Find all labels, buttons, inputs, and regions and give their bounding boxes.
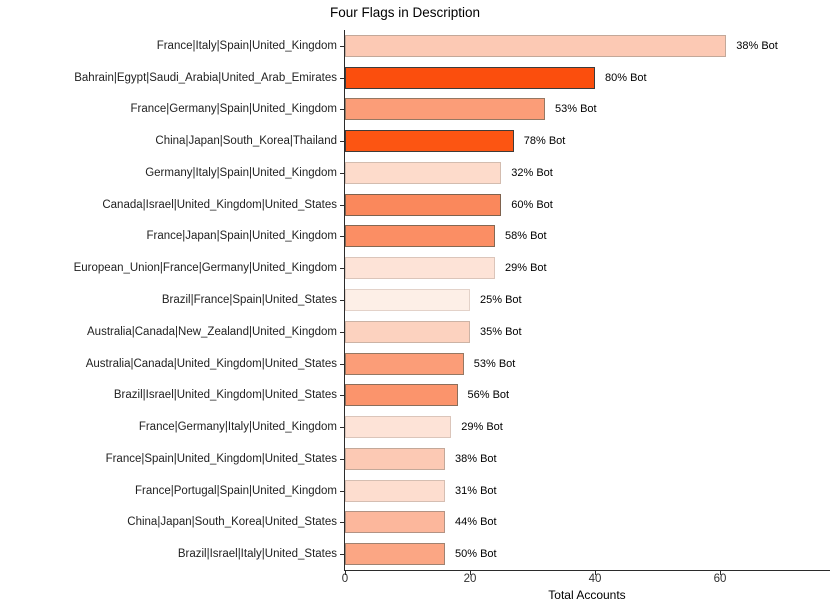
y-axis-category-label: European_Union|France|Germany|United_Kin…: [73, 262, 337, 275]
bar: [345, 289, 470, 311]
y-axis-tick: [340, 395, 344, 396]
y-axis-line: [344, 30, 345, 570]
bar: [345, 161, 502, 184]
y-axis-category-label: Germany|Italy|Spain|United_Kingdom: [145, 166, 337, 179]
y-axis-category-label: Brazil|Israel|United_Kingdom|United_Stat…: [113, 389, 337, 402]
bar-value-label: 29% Bot: [461, 421, 503, 434]
bar-value-label: 58% Bot: [505, 230, 547, 243]
y-axis-category-label: Canada|Israel|United_Kingdom|United_Stat…: [102, 198, 337, 211]
bar: [345, 130, 514, 153]
y-axis-category-label: France|Spain|United_Kingdom|United_State…: [105, 452, 337, 465]
x-axis-line: [344, 570, 830, 571]
x-axis-tick-label: 40: [588, 573, 602, 585]
y-axis-tick: [340, 141, 344, 142]
y-axis-tick: [340, 268, 344, 269]
bar: [345, 98, 545, 121]
x-axis-tick-label: 0: [341, 573, 349, 585]
bar-value-label: 32% Bot: [511, 166, 553, 179]
bar-value-label: 38% Bot: [736, 39, 778, 52]
x-axis-tick: [345, 571, 346, 575]
y-axis-category-label: France|Germany|Spain|United_Kingdom: [130, 103, 337, 116]
bar: [345, 447, 445, 470]
y-axis-tick: [340, 427, 344, 428]
bar: [345, 384, 458, 407]
y-axis-category-label: Bahrain|Egypt|Saudi_Arabia|United_Arab_E…: [74, 71, 337, 84]
y-axis-tick: [340, 459, 344, 460]
y-axis-category-label: France|Germany|Italy|United_Kingdom: [138, 421, 337, 434]
y-axis-tick: [340, 522, 344, 523]
y-axis-tick: [340, 236, 344, 237]
bar: [345, 320, 470, 343]
bar: [345, 34, 727, 57]
x-axis-tick: [720, 571, 721, 575]
bar-value-label: 35% Bot: [480, 325, 522, 338]
y-axis-tick: [340, 46, 344, 47]
bar-value-label: 60% Bot: [511, 198, 553, 211]
y-axis-tick: [340, 300, 344, 301]
y-axis-category-label: France|Portugal|Spain|United_Kingdom: [134, 484, 337, 497]
bar-value-label: 53% Bot: [555, 103, 597, 116]
x-axis-title: Total Accounts: [548, 588, 626, 602]
y-axis-tick: [340, 205, 344, 206]
y-axis-category-label: Brazil|Israel|Italy|United_States: [177, 548, 337, 561]
y-axis-tick: [340, 173, 344, 174]
y-axis-category-label: Brazil|France|Spain|United_States: [161, 294, 337, 306]
x-axis-tick-label: 20: [463, 573, 477, 585]
y-axis-category-label: Australia|Canada|United_Kingdom|United_S…: [85, 357, 337, 370]
bar: [345, 225, 495, 248]
y-axis-tick: [340, 78, 344, 79]
y-axis-category-label: Australia|Canada|New_Zealand|United_King…: [87, 325, 337, 338]
y-axis-category-label: France|Italy|Spain|United_Kingdom: [156, 39, 337, 52]
bar-value-label: 50% Bot: [455, 548, 497, 561]
y-axis-tick: [340, 109, 344, 110]
bar-value-label: 78% Bot: [523, 135, 566, 148]
bar: [345, 257, 495, 280]
y-axis-category-label: China|Japan|South_Korea|Thailand: [155, 135, 337, 148]
bar: [345, 543, 445, 566]
y-axis-tick: [340, 491, 344, 492]
y-axis-tick: [340, 332, 344, 333]
chart-title: Four Flags in Description: [329, 5, 481, 20]
y-axis-category-label: France|Japan|Spain|United_Kingdom: [146, 230, 337, 243]
y-axis-category-label: China|Japan|South_Korea|United_States: [127, 516, 337, 529]
bar: [345, 479, 445, 502]
bar: [345, 511, 445, 534]
bar: [345, 66, 595, 89]
bar: [345, 352, 464, 375]
y-axis-tick: [340, 554, 344, 555]
x-axis-tick: [470, 571, 471, 575]
bar-value-label: 80% Bot: [605, 71, 647, 84]
bar-value-label: 53% Bot: [473, 357, 516, 370]
bar: [345, 193, 502, 216]
y-axis-tick: [340, 364, 344, 365]
bar-value-label: 38% Bot: [455, 452, 497, 465]
bar-value-label: 31% Bot: [455, 484, 497, 497]
bar-value-label: 56% Bot: [467, 389, 510, 402]
bar-value-label: 29% Bot: [505, 262, 547, 275]
bar-value-label: 25% Bot: [480, 294, 522, 306]
bar-value-label: 44% Bot: [455, 516, 497, 529]
x-axis-tick-label: 60: [713, 573, 727, 585]
bar: [345, 416, 452, 439]
x-axis-tick: [595, 571, 596, 575]
